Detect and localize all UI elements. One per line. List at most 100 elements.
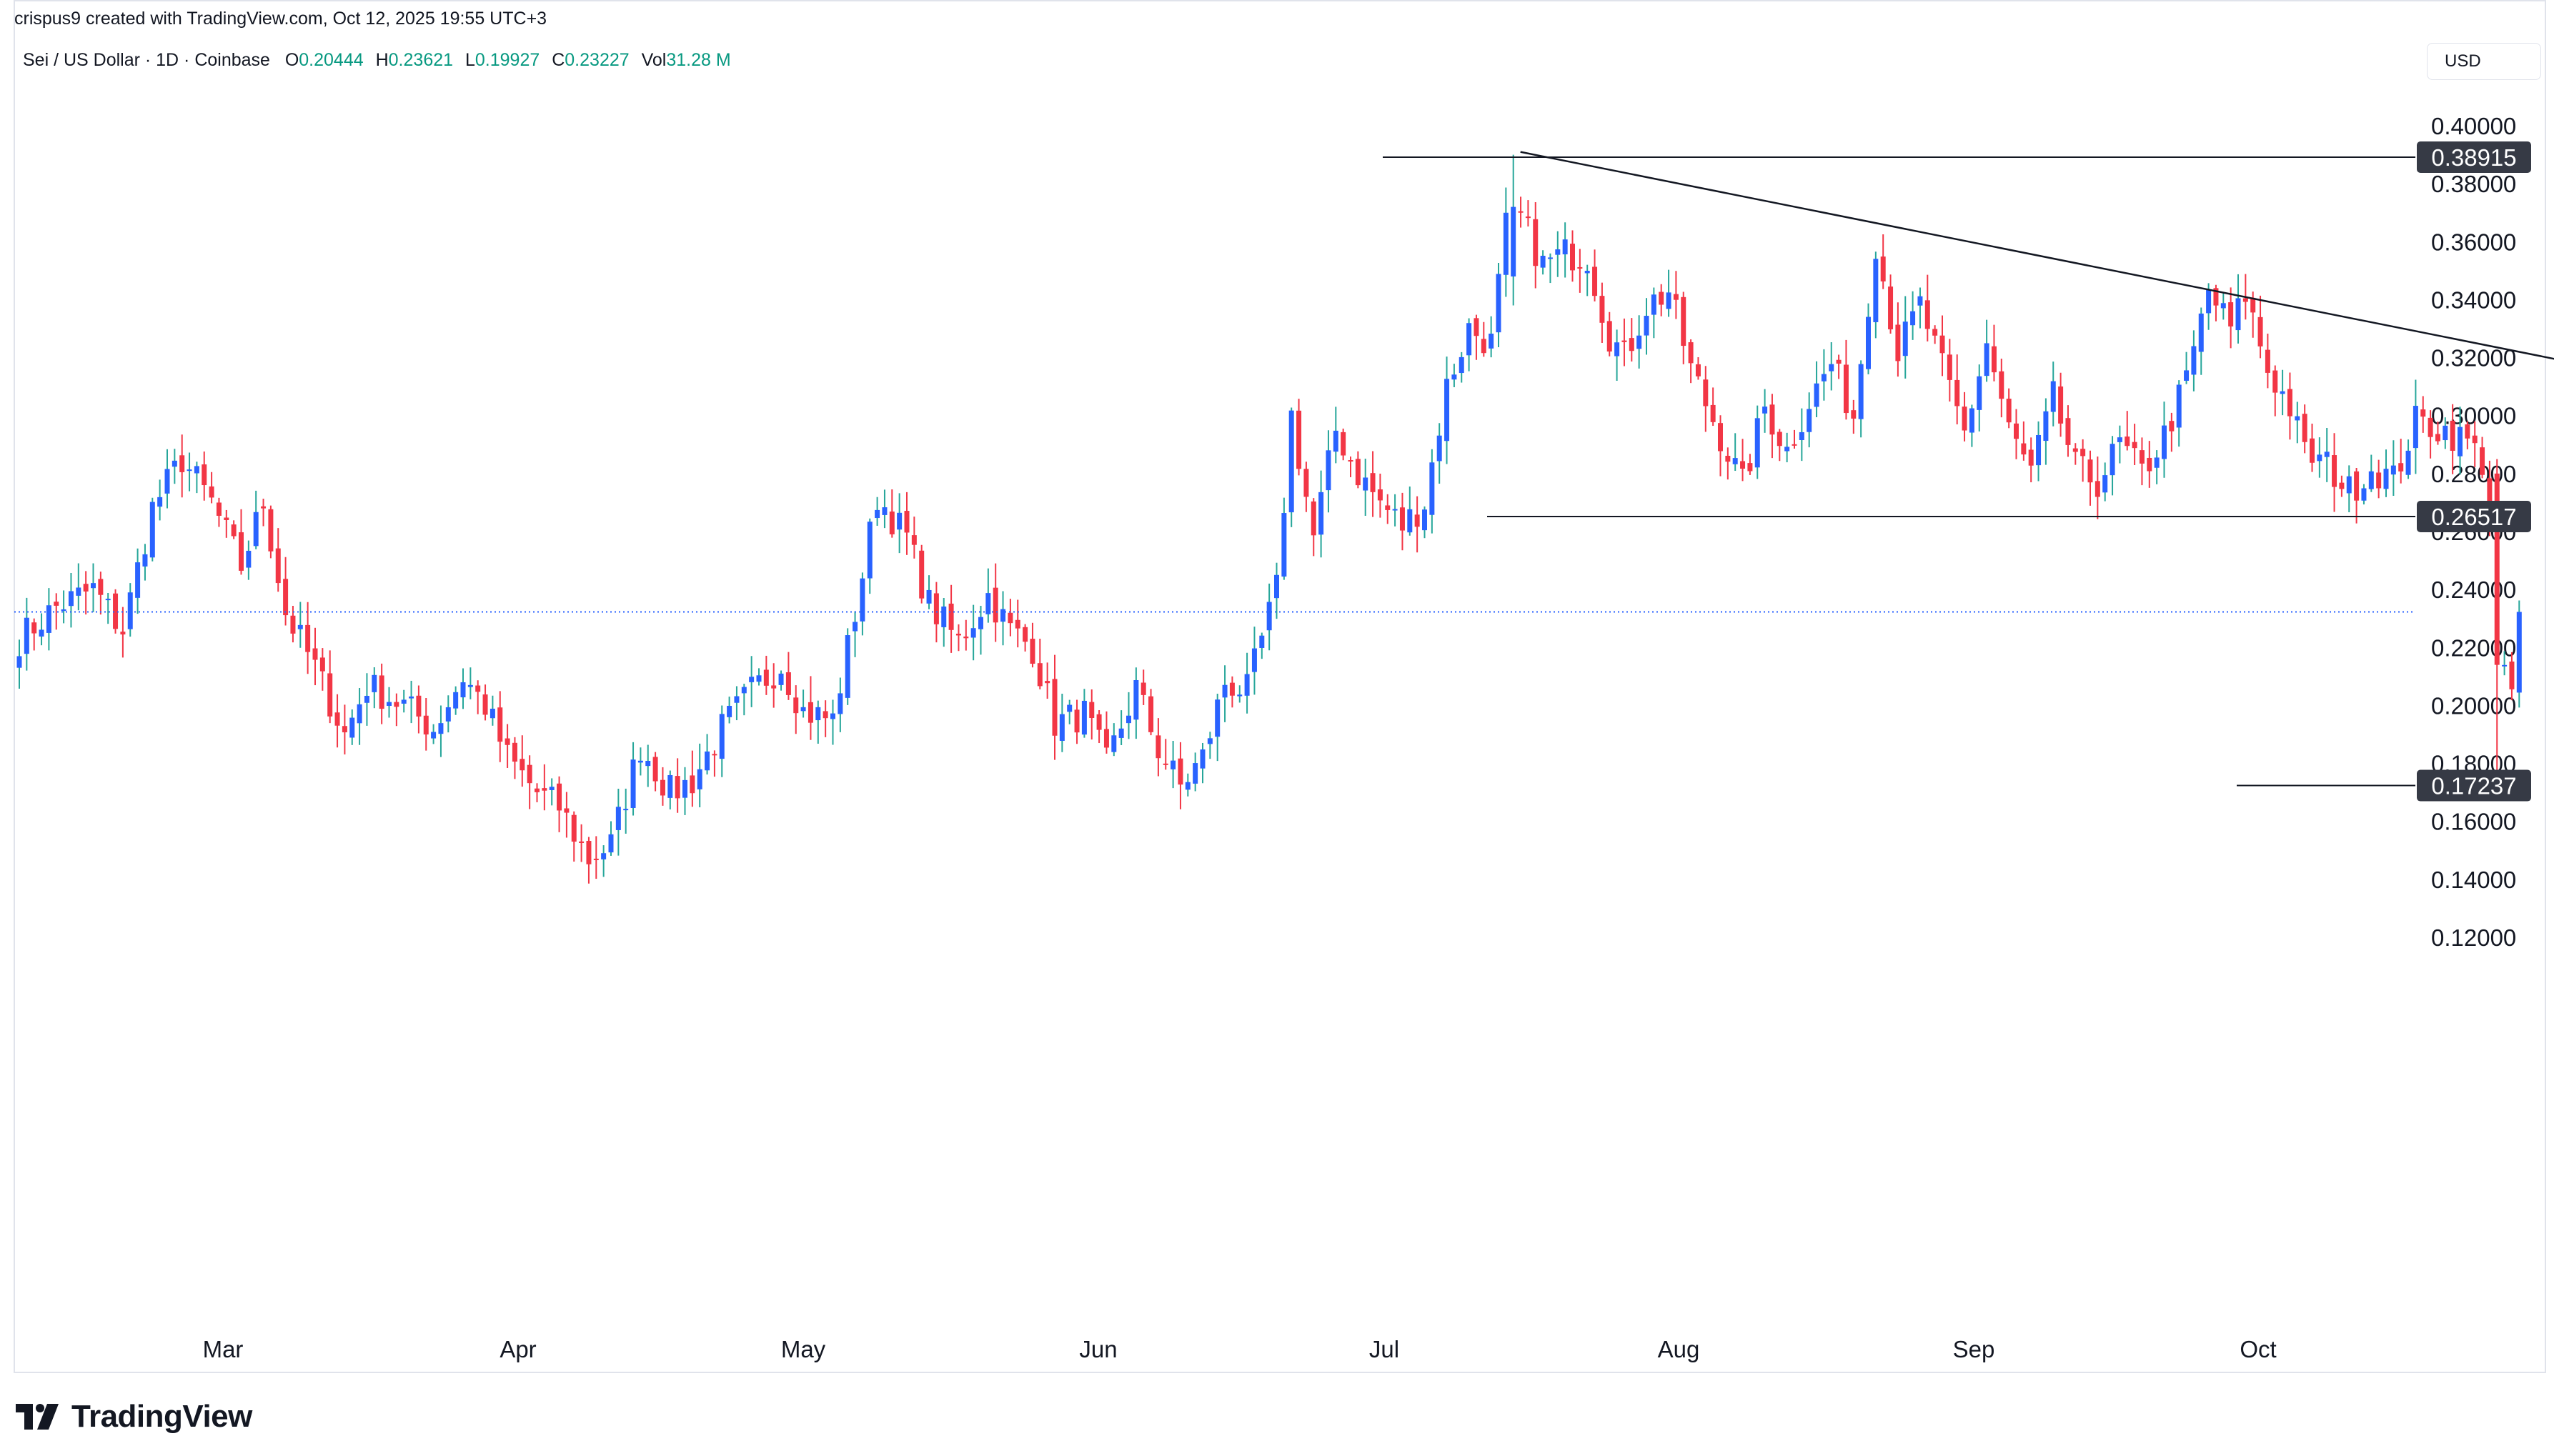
candle-body — [2332, 455, 2337, 487]
candle-body — [2154, 457, 2160, 468]
currency-selector[interactable]: USD — [2427, 43, 2541, 80]
candle-body — [453, 692, 459, 709]
candle-body — [2398, 463, 2404, 472]
tradingview-mark-icon — [16, 1404, 61, 1430]
candle-body — [1939, 335, 1945, 354]
candle-body — [1377, 489, 1383, 501]
candle-body — [290, 615, 296, 634]
candle-body — [1037, 663, 1043, 687]
candle-body — [1636, 335, 1642, 349]
price-tag-label: 0.17237 — [2431, 773, 2516, 799]
candle-body — [1311, 501, 1316, 536]
candle-body — [557, 783, 562, 811]
candle-body — [985, 593, 991, 614]
candle-body — [1481, 339, 1486, 354]
candle-body — [1148, 696, 1154, 732]
candle-body — [845, 635, 850, 698]
candle-body — [1074, 709, 1080, 733]
candle-body — [853, 622, 858, 632]
candle-body — [505, 738, 510, 745]
candle-body — [1695, 364, 1701, 377]
candle-body — [2036, 434, 2042, 466]
candle-body — [1059, 714, 1065, 741]
candle-body — [993, 587, 998, 623]
candle-body — [1251, 648, 1257, 672]
candle-body — [2324, 452, 2330, 457]
candle-body — [2184, 370, 2190, 381]
y-tick-label: 0.24000 — [2431, 577, 2516, 603]
candle-body — [1747, 463, 1753, 472]
candle-body — [1866, 316, 1871, 369]
high-value: 0.23621 — [388, 50, 454, 70]
currency-label: USD — [2445, 51, 2481, 71]
candle-body — [2516, 612, 2522, 693]
candle-body — [1651, 294, 1656, 315]
candle-body — [1688, 342, 1694, 364]
candle-body — [1851, 410, 1857, 419]
candle-body — [1777, 432, 1782, 447]
candle-body — [1725, 455, 1731, 462]
candle-body — [941, 606, 947, 627]
y-tick-label: 0.36000 — [2431, 229, 2516, 255]
candle-body — [1629, 338, 1634, 351]
candle-body — [1999, 371, 2004, 399]
candle-body — [1836, 359, 1842, 364]
candle-body — [1089, 702, 1095, 718]
candle-body — [179, 455, 185, 472]
candle-body — [105, 599, 111, 601]
candle-body — [1525, 216, 1531, 219]
candle-body — [2339, 482, 2345, 489]
candle-body — [623, 809, 629, 811]
candle-body — [224, 517, 229, 520]
candle-body — [1880, 256, 1886, 281]
candle-body — [897, 512, 903, 530]
candle-body — [2413, 406, 2418, 449]
candle-body — [2494, 473, 2500, 665]
candle-body — [1606, 321, 1612, 351]
candle-body — [305, 624, 311, 652]
candle-body — [2169, 421, 2175, 432]
volume-label: Vol — [641, 50, 667, 70]
candle-body — [275, 548, 281, 584]
candle-body — [2280, 391, 2285, 394]
candle-body — [423, 715, 429, 735]
candle-body — [1991, 346, 1997, 373]
candle-body — [253, 512, 259, 547]
candle-body — [1984, 343, 1989, 377]
price-tag-bg — [2417, 769, 2531, 802]
candle-body — [771, 685, 777, 689]
candle-body — [1511, 206, 1516, 276]
symbol-legend: Sei / US Dollar · 1D · Coinbase O0.20444… — [23, 50, 738, 71]
candle-body — [1807, 409, 1812, 432]
candle-body — [1444, 379, 1450, 442]
candle-body — [1799, 432, 1804, 440]
price-tag-label: 0.26517 — [2431, 504, 2516, 530]
candle-body — [1222, 684, 1228, 698]
candle-body — [948, 603, 954, 630]
candle-body — [793, 697, 799, 714]
open-value: 0.20444 — [299, 50, 364, 70]
candle-body — [919, 550, 925, 599]
candle-body — [1644, 316, 1649, 336]
candle-body — [719, 714, 725, 759]
candle-body — [660, 779, 665, 796]
candle-body — [1288, 410, 1294, 513]
y-tick-label: 0.14000 — [2431, 867, 2516, 893]
candle-body — [808, 702, 813, 723]
candle-body — [1023, 627, 1028, 642]
candle-body — [1015, 619, 1020, 629]
candle-body — [2368, 471, 2374, 489]
candle-body — [630, 759, 636, 808]
tradingview-logo: TradingView — [16, 1399, 252, 1435]
chart-attribution: crispus9 created with TradingView.com, O… — [14, 9, 547, 29]
candle-body — [1459, 356, 1464, 374]
candle-body — [1710, 404, 1716, 422]
candle-body — [756, 675, 762, 682]
candle-body — [387, 702, 392, 706]
candle-body — [1518, 211, 1524, 213]
y-tick-label: 0.28000 — [2431, 461, 2516, 487]
candle-body — [1392, 509, 1398, 511]
candle-body — [978, 617, 983, 629]
candle-body — [1703, 379, 1709, 407]
